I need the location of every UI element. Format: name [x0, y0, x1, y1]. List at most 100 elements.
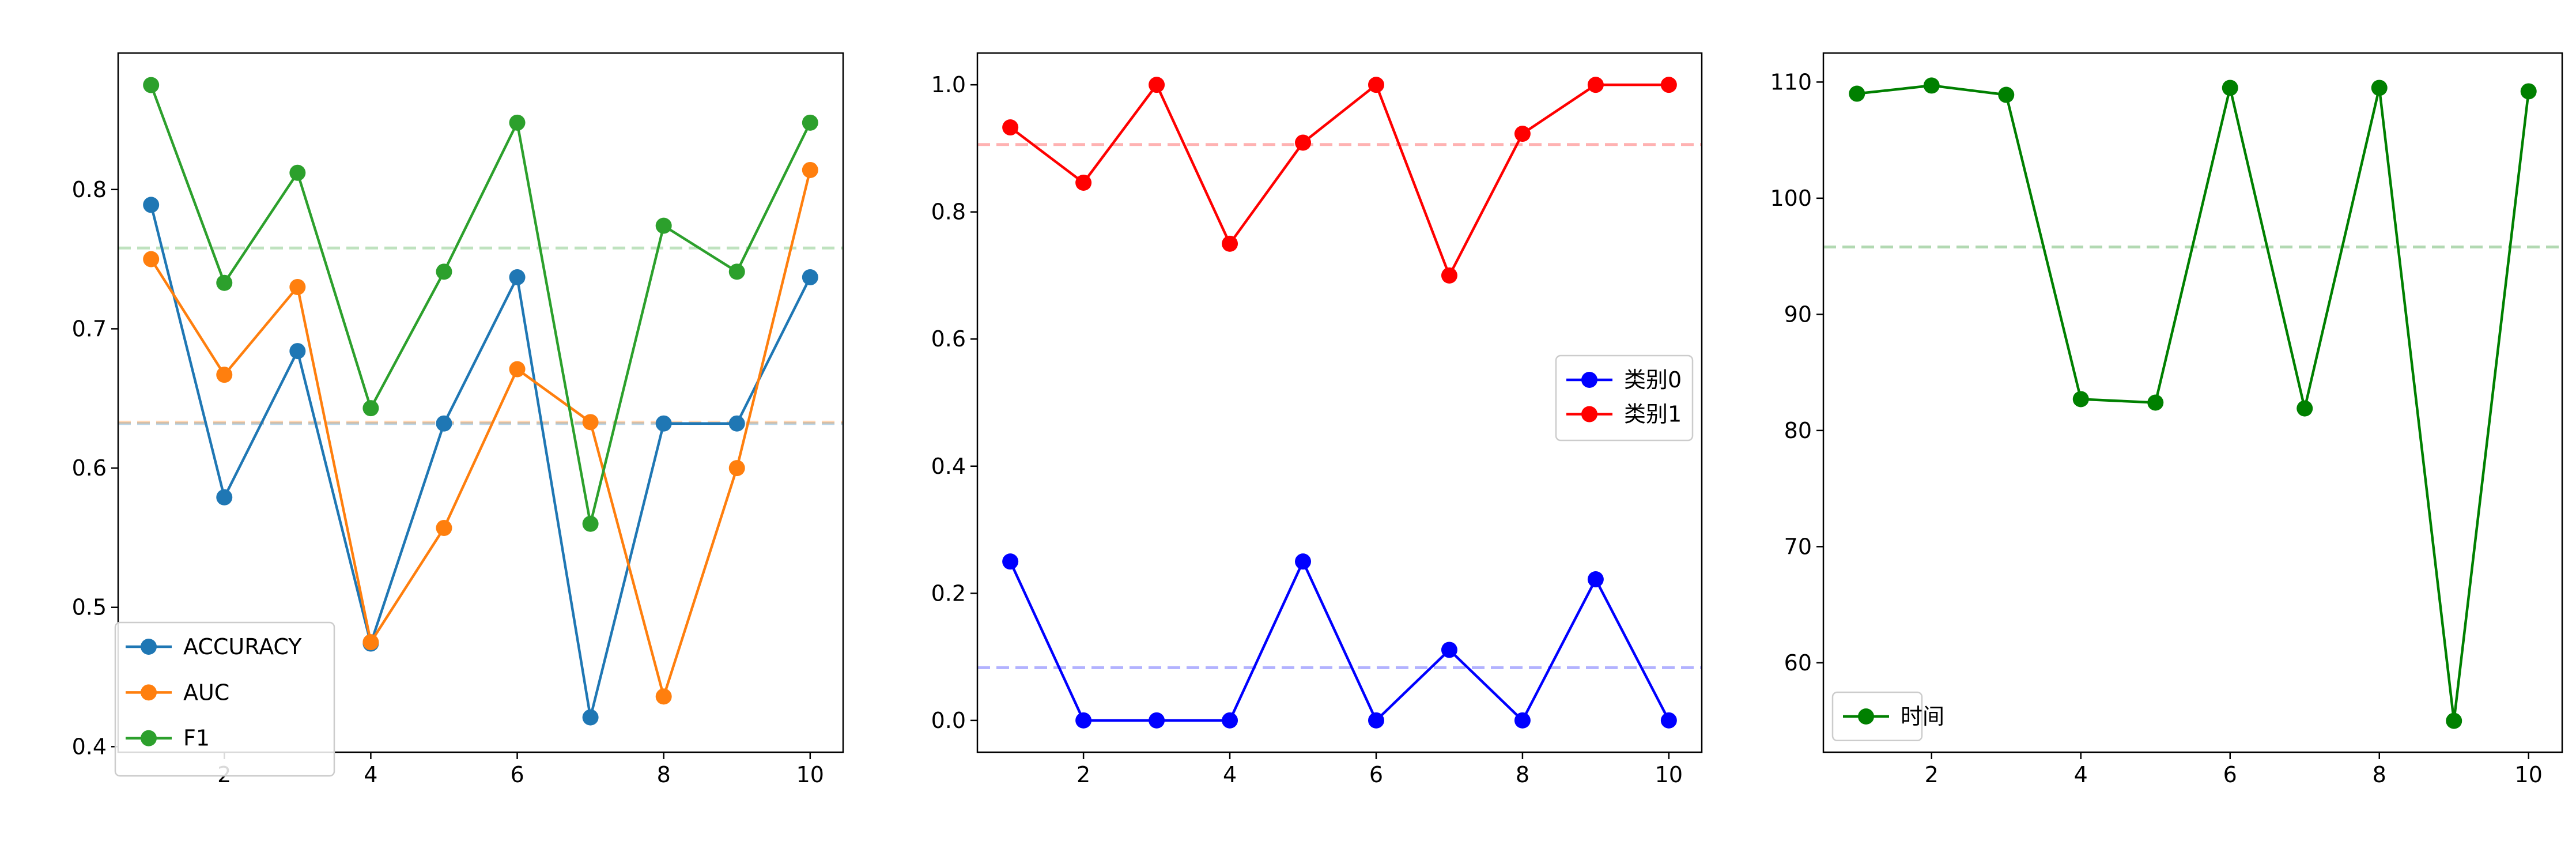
legend-marker [141, 639, 157, 655]
x-tick-label: 4 [364, 762, 377, 787]
data-point-s2-6 [1368, 77, 1384, 93]
axes-frame [117, 52, 844, 753]
data-point-s1-2 [216, 489, 233, 506]
data-point-s3-10 [802, 114, 818, 131]
y-tick-label: 0.4 [931, 454, 966, 479]
y-tick-label: 0.6 [931, 326, 966, 352]
data-point-s1-6 [1368, 712, 1384, 729]
legend-marker [1581, 406, 1597, 423]
data-point-s1-8 [1514, 712, 1531, 729]
data-point-s1-5 [2147, 394, 2164, 411]
series-line-2 [150, 169, 811, 698]
data-point-s1-2 [1075, 712, 1092, 729]
data-point-s1-5 [436, 415, 452, 432]
y-tick-label: 70 [1784, 534, 1812, 559]
data-point-s3-4 [362, 400, 379, 417]
data-point-s2-7 [1441, 267, 1457, 284]
data-point-s1-8 [2371, 80, 2388, 96]
data-point-s1-3 [1998, 86, 2015, 103]
data-point-s3-7 [582, 515, 599, 532]
data-point-s2-3 [1149, 77, 1165, 93]
legend-label: 时间 [1901, 704, 1944, 729]
legend-label: AUC [183, 680, 229, 705]
data-point-s1-7 [2297, 400, 2313, 417]
data-point-s2-7 [582, 414, 599, 431]
data-point-s2-8 [1514, 126, 1531, 142]
series-line-1 [1857, 84, 2530, 722]
data-point-s3-6 [509, 114, 526, 131]
series-line-2 [1009, 83, 1669, 277]
data-point-s2-6 [509, 361, 526, 378]
axes-frame [1822, 52, 2563, 753]
y-tick-label: 0.5 [72, 595, 107, 620]
x-tick-label: 8 [657, 762, 671, 787]
x-tick-label: 6 [1369, 762, 1383, 787]
data-point-s2-2 [1075, 174, 1092, 191]
y-tick-label: 0.4 [72, 734, 107, 759]
data-point-s1-9 [2446, 712, 2462, 729]
data-point-s3-8 [655, 217, 672, 234]
x-tick-label: 2 [1925, 762, 1939, 787]
data-point-s1-10 [802, 269, 818, 286]
data-point-s3-3 [289, 164, 306, 181]
data-point-s1-9 [1587, 571, 1604, 588]
legend-label: 类别1 [1624, 402, 1682, 427]
x-tick-label: 10 [2515, 762, 2543, 787]
data-point-s1-4 [2072, 391, 2089, 408]
x-tick-label: 4 [1223, 762, 1237, 787]
data-point-s2-10 [802, 161, 818, 178]
y-tick-label: 0.8 [931, 199, 966, 225]
data-point-s3-2 [216, 274, 233, 291]
x-tick-label: 4 [2074, 762, 2088, 787]
data-point-s2-4 [362, 634, 379, 651]
data-point-s1-5 [1295, 553, 1312, 570]
data-point-s1-1 [143, 197, 160, 213]
y-tick-label: 0.0 [931, 708, 966, 733]
data-point-s1-2 [1923, 77, 1940, 94]
data-point-s3-1 [143, 77, 160, 93]
data-point-s1-8 [655, 415, 672, 432]
data-point-s2-10 [1660, 77, 1677, 93]
x-tick-label: 8 [1516, 762, 1529, 787]
y-tick-label: 0.2 [931, 580, 966, 606]
y-tick-label: 0.6 [72, 455, 107, 481]
data-point-s2-5 [436, 519, 452, 536]
y-tick-label: 0.8 [72, 177, 107, 202]
data-point-s2-2 [216, 367, 233, 383]
axes-frame [976, 52, 1703, 753]
data-point-s1-10 [1660, 712, 1677, 729]
x-tick-label: 6 [510, 762, 524, 787]
data-point-s1-3 [1149, 712, 1165, 729]
data-point-s1-4 [1222, 712, 1238, 729]
data-point-s2-8 [655, 688, 672, 705]
data-point-s1-1 [1849, 85, 1865, 102]
data-point-s1-7 [582, 709, 599, 726]
legend: ACCURACY AUC F1 [114, 621, 335, 777]
y-tick-label: 90 [1784, 301, 1812, 327]
data-point-s2-1 [1002, 119, 1019, 136]
x-tick-label: 8 [2373, 762, 2386, 787]
legend-marker [141, 730, 157, 746]
y-tick-label: 0.7 [72, 316, 107, 341]
series-line-1 [150, 204, 811, 719]
x-tick-label: 10 [1655, 762, 1683, 787]
chart-panel-3: 2 4 6 8 10 60 70 80 90 100 110 时间 [1770, 52, 2563, 787]
legend-marker [1858, 708, 1874, 725]
data-point-s2-1 [143, 251, 160, 267]
data-point-s1-3 [289, 343, 306, 360]
legend-label: F1 [183, 726, 210, 751]
data-point-s1-9 [728, 415, 745, 432]
data-point-s1-7 [1441, 642, 1457, 658]
legend: 时间 [1831, 691, 1944, 742]
data-point-s2-3 [289, 278, 306, 295]
data-point-s1-6 [2222, 80, 2238, 96]
y-tick-label: 80 [1784, 418, 1812, 443]
data-point-s1-1 [1002, 553, 1019, 570]
series-line-1 [1009, 560, 1670, 722]
data-point-s2-4 [1222, 235, 1238, 252]
legend-marker [141, 684, 157, 701]
legend-label: 类别0 [1624, 367, 1682, 393]
